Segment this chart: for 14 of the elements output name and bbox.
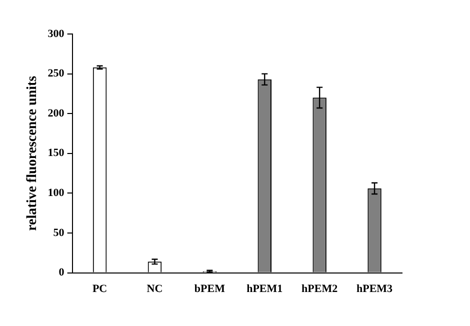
- y-tick-label: 150: [48, 147, 65, 160]
- y-axis-title: relative fluorescence units: [25, 75, 40, 231]
- y-tick-label: 50: [53, 226, 65, 239]
- x-tick-label: hPEM2: [302, 283, 338, 296]
- x-tick-label: PC: [92, 283, 108, 296]
- y-tick-label: 200: [48, 107, 65, 120]
- x-tick-label: bPEM: [194, 283, 226, 296]
- y-tick-label: 300: [48, 28, 65, 40]
- y-tick-label: 0: [58, 266, 65, 279]
- y-tick-label: 250: [48, 68, 65, 80]
- y-tick-label: 100: [48, 187, 65, 200]
- x-tick-label: hPEM3: [356, 283, 394, 296]
- x-tick-label: hPEM1: [246, 283, 283, 296]
- x-tick-label: NC: [146, 283, 163, 296]
